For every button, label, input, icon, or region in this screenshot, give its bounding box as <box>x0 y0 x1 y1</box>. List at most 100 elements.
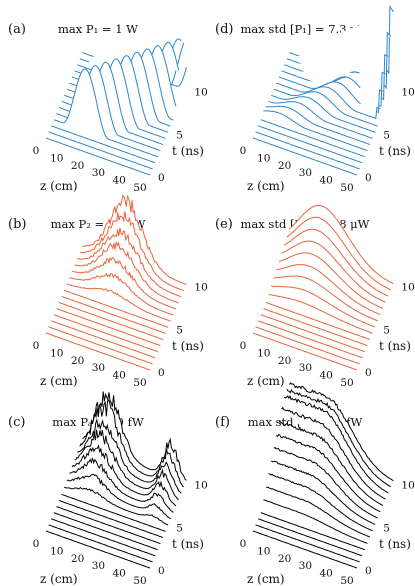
series-line <box>258 125 363 164</box>
y-axis-label: t (ns) <box>172 537 204 551</box>
series-line <box>271 285 376 328</box>
y-tick-label: 0 <box>158 367 165 379</box>
x-tick-label: 10 <box>50 152 63 164</box>
panel-label: (b) <box>8 217 26 232</box>
x-tick-label: 10 <box>257 545 270 557</box>
series-line <box>66 283 171 322</box>
y-tick-label: 10 <box>401 87 414 99</box>
x-tick-label: 30 <box>92 167 105 179</box>
series-line <box>276 433 381 513</box>
x-tick-label: 0 <box>240 145 247 157</box>
x-tick-label: 30 <box>92 362 105 374</box>
x-tick-label: 20 <box>71 553 84 565</box>
series-line <box>51 125 156 164</box>
y-tick-label: 5 <box>176 324 183 336</box>
series-line <box>56 308 161 347</box>
x-tick-label: 30 <box>299 362 312 374</box>
series-line <box>260 119 365 158</box>
x-tick-label: 30 <box>299 167 312 179</box>
x-tick-label: 0 <box>33 145 40 157</box>
y-tick-label: 5 <box>176 129 183 141</box>
series-line <box>64 289 169 328</box>
series-line <box>263 110 368 152</box>
x-axis-label: z (cm) <box>247 374 285 388</box>
series-line <box>45 332 151 371</box>
series-line <box>51 518 156 557</box>
y-axis-label: t (ns) <box>172 339 204 353</box>
series-line <box>268 100 373 139</box>
series-line <box>58 302 164 340</box>
y-axis-label: t (ns) <box>379 144 411 158</box>
x-tick-label: 50 <box>133 182 146 194</box>
x-tick-label: 50 <box>133 377 146 389</box>
series-line <box>260 314 365 353</box>
x-tick-label: 50 <box>340 575 353 586</box>
x-axis-label: z (cm) <box>40 374 78 388</box>
panel-label: (c) <box>8 415 25 430</box>
x-tick-label: 40 <box>113 568 126 580</box>
y-tick-label: 5 <box>383 129 390 141</box>
y-tick-label: 10 <box>401 282 414 294</box>
series-line <box>255 326 360 365</box>
panel-title: max P₁ = 1 W <box>58 22 138 36</box>
series-line <box>45 137 151 176</box>
series-line <box>252 332 358 371</box>
x-tick-label: 40 <box>320 568 333 580</box>
series-line <box>74 429 179 501</box>
y-tick-label: 5 <box>383 324 390 336</box>
y-tick-label: 10 <box>194 480 207 492</box>
y-tick-label: 10 <box>194 87 207 99</box>
y-tick-label: 10 <box>401 480 414 492</box>
series-line <box>66 473 172 520</box>
series-line <box>53 314 158 353</box>
panel-label: (a) <box>8 22 26 37</box>
y-tick-label: 5 <box>383 522 390 534</box>
panel-label: (e) <box>215 217 233 232</box>
x-axis-label: z (cm) <box>40 179 78 193</box>
panel-label: (d) <box>215 22 233 37</box>
y-tick-label: 10 <box>194 282 207 294</box>
y-axis-label: t (ns) <box>379 537 411 551</box>
series-line <box>45 530 151 569</box>
x-tick-label: 0 <box>240 538 247 550</box>
x-tick-label: 20 <box>278 160 291 172</box>
y-tick-label: 0 <box>158 172 165 184</box>
y-axis-label: t (ns) <box>379 339 411 353</box>
series-line <box>53 512 158 551</box>
x-tick-label: 50 <box>340 182 353 194</box>
series-line <box>265 302 371 340</box>
series-line <box>258 518 363 557</box>
y-tick-label: 0 <box>158 565 165 577</box>
x-tick-label: 10 <box>50 347 63 359</box>
series-line <box>69 272 174 316</box>
series-line <box>270 460 376 525</box>
x-tick-label: 20 <box>278 553 291 565</box>
series-line <box>79 399 185 488</box>
series-line <box>48 524 153 563</box>
x-tick-label: 0 <box>240 340 247 352</box>
series-line <box>258 320 363 359</box>
x-axis-label: z (cm) <box>40 572 78 586</box>
series-line <box>268 293 373 334</box>
x-tick-label: 30 <box>299 560 312 572</box>
series-line <box>61 493 166 532</box>
y-tick-label: 0 <box>365 367 372 379</box>
x-tick-label: 30 <box>92 560 105 572</box>
x-tick-label: 40 <box>320 370 333 382</box>
series-line <box>64 486 169 526</box>
series-line <box>48 326 153 365</box>
series-line <box>255 524 360 563</box>
series-line <box>266 105 371 145</box>
x-tick-label: 40 <box>320 175 333 187</box>
x-axis-label: z (cm) <box>247 572 285 586</box>
series-line <box>263 499 368 544</box>
series-line <box>260 512 365 551</box>
x-axis-label: z (cm) <box>247 179 285 193</box>
y-tick-label: 5 <box>176 522 183 534</box>
series-line <box>265 486 371 538</box>
series-line <box>53 68 158 158</box>
series-line <box>58 500 164 538</box>
series-line <box>61 295 166 334</box>
